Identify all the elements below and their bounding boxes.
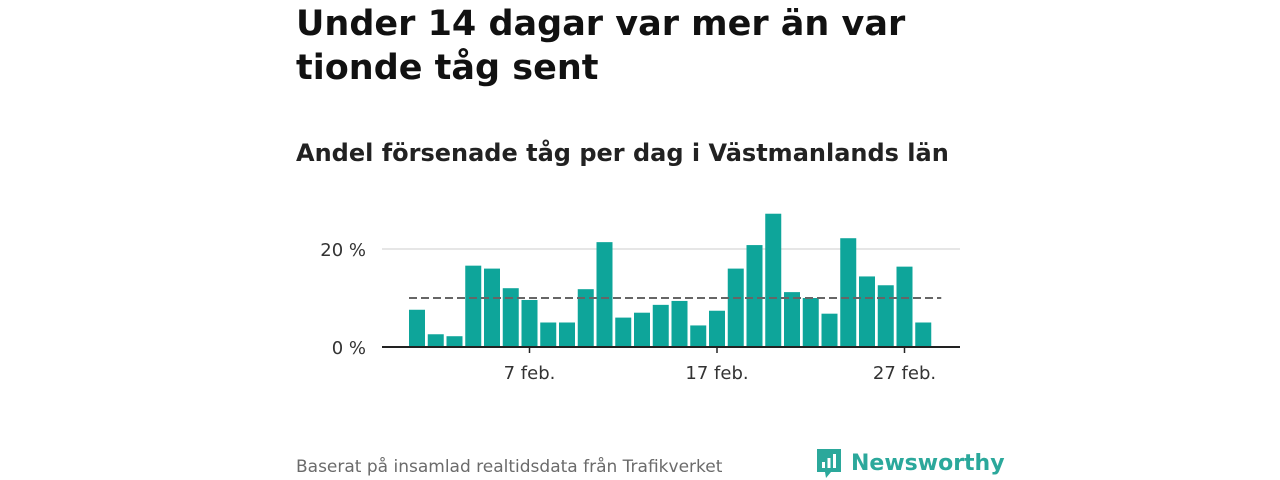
bar-day-16 — [690, 325, 707, 347]
bar-day-23 — [821, 313, 838, 347]
brand-name: Newsworthy — [851, 450, 1005, 476]
bar-day-21 — [784, 292, 800, 347]
bar-day-24 — [840, 238, 857, 347]
bar-day-14 — [652, 304, 669, 347]
newsworthy-logo-icon — [817, 449, 841, 478]
bar-day-26 — [877, 285, 894, 347]
bar-day-19 — [746, 245, 763, 347]
bar-day-22 — [802, 298, 819, 347]
bar-day-4 — [465, 265, 482, 347]
bar-day-28 — [915, 322, 932, 347]
bar-day-11 — [596, 242, 613, 347]
bars — [409, 213, 932, 347]
bar-day-6 — [502, 288, 519, 347]
bar-day-3 — [446, 336, 463, 347]
y-axis-labels: 0 % 20 % — [320, 240, 366, 359]
y-tick-label-0: 0 % — [332, 338, 366, 359]
bar-day-12 — [615, 317, 632, 347]
chart-subtitle: Andel försenade tåg per dag i Västmanlan… — [296, 139, 949, 167]
x-tick-label-2: 27 feb. — [873, 363, 936, 384]
bar-day-8 — [540, 322, 557, 347]
chart-title: Under 14 dagar var mer än var tionde tåg… — [296, 4, 906, 88]
bar-day-27 — [896, 266, 913, 347]
source-note: Baserat på insamlad realtidsdata från Tr… — [296, 457, 723, 477]
bar-day-2 — [427, 334, 444, 347]
bar-day-1 — [409, 309, 425, 347]
x-tick-label-1: 17 feb. — [685, 363, 748, 384]
bar-day-15 — [671, 300, 688, 347]
y-tick-label-1: 20 % — [320, 240, 366, 261]
bar-day-25 — [859, 276, 875, 347]
brand-logo[interactable]: Newsworthy — [815, 447, 1005, 479]
bar-day-7 — [521, 299, 538, 347]
bar-day-17 — [709, 310, 725, 347]
x-axis — [382, 346, 960, 353]
x-axis-labels: 7 feb. 17 feb. 27 feb. — [504, 363, 936, 384]
bar-day-9 — [559, 322, 575, 347]
bar-day-20 — [765, 213, 782, 347]
bar-day-10 — [577, 289, 594, 347]
bar-day-13 — [634, 312, 650, 347]
bar-day-5 — [484, 268, 500, 347]
x-tick-label-0: 7 feb. — [504, 363, 556, 384]
bar-day-18 — [727, 268, 744, 347]
